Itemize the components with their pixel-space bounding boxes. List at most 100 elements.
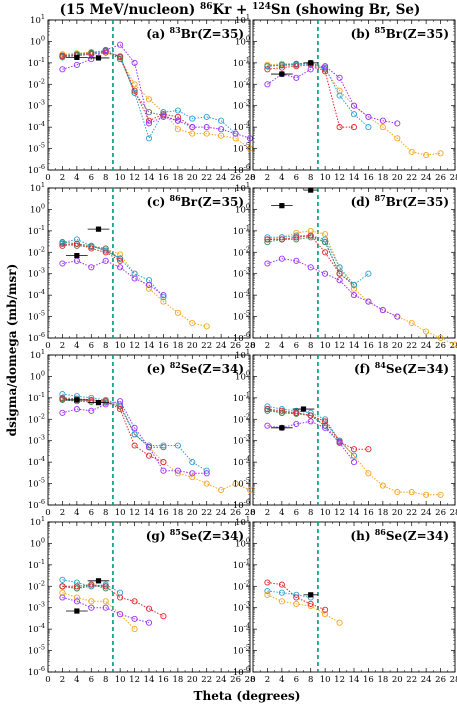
data-point-purple (145, 619, 153, 626)
data-point-blue (174, 442, 181, 449)
data-point-purple (117, 398, 124, 405)
y-tick-label: 101 (235, 515, 250, 528)
data-point-orange (408, 319, 415, 327)
data-point-orange (365, 470, 372, 477)
panel-frame (252, 19, 456, 171)
data-point-orange (423, 328, 430, 335)
data-point-blue (278, 62, 285, 69)
y-tick-label: 10-5 (233, 644, 250, 657)
data-point-red (73, 240, 80, 247)
data-point-blue (160, 109, 167, 116)
x-tick-label: 10 (115, 341, 126, 351)
x-tick-label: 24 (216, 341, 227, 351)
expt-point (74, 54, 80, 60)
x-tick-label: 10 (320, 675, 331, 685)
data-point-purple (264, 422, 271, 429)
expt-point (74, 253, 80, 259)
data-point-red (350, 446, 358, 453)
data-point-blue (88, 583, 95, 590)
y-tick-label: 10-5 (28, 477, 45, 490)
x-tick-label: 12 (129, 341, 140, 351)
y-tick-label: 100 (30, 34, 45, 47)
data-point-purple (117, 264, 124, 271)
x-tick-label: 20 (187, 675, 198, 685)
data-point-blue (264, 403, 271, 410)
data-point-orange (203, 323, 210, 330)
data-point-purple (102, 46, 109, 54)
data-point-blue (145, 277, 153, 284)
x-tick-label: 4 (74, 675, 79, 685)
x-tick-label: 0 (45, 341, 50, 351)
y-tick-label: 10-3 (28, 434, 45, 447)
panel-label: (h) 86Se(Z=34) (350, 527, 449, 543)
data-point-purple (336, 277, 343, 284)
data-point-red (293, 234, 300, 241)
x-tick-label: 14 (144, 508, 155, 518)
x-tick-label: 28 (245, 173, 256, 183)
panel-label: (c) 86Br(Z=35) (147, 193, 244, 209)
data-point-orange (408, 489, 415, 496)
data-point-red (264, 236, 271, 243)
data-point-orange (160, 298, 167, 305)
data-point-orange (203, 130, 210, 137)
data-point-orange (437, 150, 444, 157)
x-tick-label: 20 (392, 341, 403, 351)
data-point-orange (203, 480, 210, 487)
data-point-purple (203, 124, 210, 131)
x-tick-label: 18 (377, 675, 388, 685)
panel-frame (47, 354, 251, 506)
x-tick-label: 14 (144, 675, 155, 685)
data-point-red (131, 598, 138, 605)
y-tick-label: 10-3 (28, 601, 45, 614)
data-point-orange (379, 482, 386, 489)
data-point-purple (88, 407, 95, 414)
data-point-red (145, 452, 153, 459)
series-line-purple (267, 258, 398, 318)
series-line-orange (267, 230, 456, 345)
data-point-orange (423, 151, 430, 159)
x-tick-label: 28 (450, 508, 457, 518)
expt-point (95, 226, 102, 232)
data-point-purple (278, 255, 285, 262)
y-tick-label: 10-4 (233, 622, 250, 635)
x-tick-label: 22 (201, 341, 212, 351)
y-tick-label: 10-1 (28, 224, 45, 237)
series-line-blue (267, 63, 369, 128)
data-point-red (278, 64, 285, 71)
data-point-red (73, 583, 80, 590)
expt-point (279, 203, 285, 209)
data-point-orange (336, 619, 343, 626)
data-point-red (264, 406, 271, 413)
y-tick-label: 10-5 (233, 310, 250, 323)
x-tick-label: 4 (279, 173, 284, 183)
data-point-orange (264, 591, 271, 598)
data-point-blue (307, 409, 314, 416)
x-tick-label: 10 (320, 508, 331, 518)
x-tick-label: 12 (334, 173, 345, 183)
data-point-purple (264, 81, 271, 88)
data-point-orange (307, 227, 314, 234)
y-tick-label: 10-1 (233, 558, 250, 571)
data-point-purple (131, 424, 138, 431)
x-tick-label: 28 (245, 508, 256, 518)
y-tick-label: 10-1 (233, 56, 250, 69)
x-tick-label: 6 (294, 341, 299, 351)
x-tick-label: 8 (103, 508, 108, 518)
data-point-purple (145, 281, 153, 288)
expt-point (300, 406, 307, 412)
data-point-purple (293, 257, 300, 264)
x-tick-label: 24 (421, 675, 432, 685)
series-line-blue (267, 235, 369, 286)
y-tick-label: 10-3 (233, 99, 250, 112)
series-line-red (62, 398, 164, 463)
panel-label: (a) 83Br(Z=35) (146, 25, 244, 41)
data-point-purple (293, 420, 300, 428)
data-point-purple (307, 418, 314, 425)
series-line-orange (62, 397, 251, 491)
data-point-purple (350, 102, 358, 109)
data-point-purple (189, 124, 196, 131)
series-line-gray (62, 243, 121, 260)
data-point-orange (174, 126, 181, 133)
data-point-blue (73, 236, 80, 243)
data-point-purple (350, 459, 358, 466)
